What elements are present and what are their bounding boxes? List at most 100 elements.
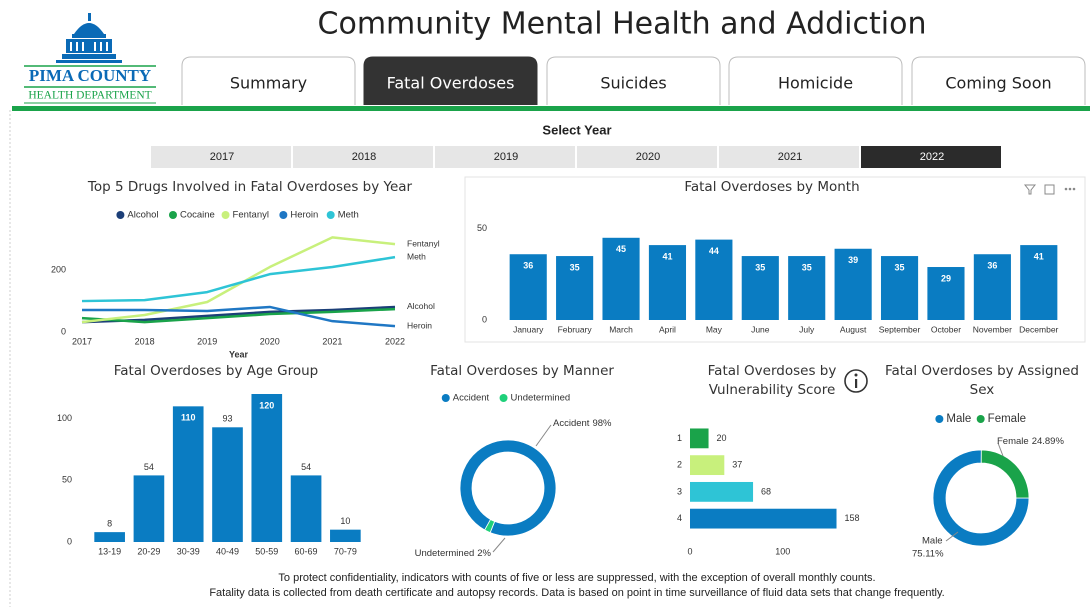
tab-shape [363, 56, 538, 105]
chart-title-box: Fatal Overdoses by Age Group [113, 363, 319, 379]
tab-shape [546, 56, 721, 105]
chart-title: Fatal Overdoses by Assigned Sex [884, 363, 1080, 398]
bar [927, 267, 965, 320]
series-line [81, 255, 396, 303]
bar [133, 475, 165, 542]
year-button-bg [719, 146, 859, 168]
bar [690, 428, 709, 449]
series-end-label: Alcohol [407, 301, 435, 311]
year-button-label: 2018 [352, 151, 376, 163]
y-tick-label: 200 [51, 265, 66, 275]
legend-marker [935, 415, 944, 423]
legend-label: Cocaine [180, 210, 215, 221]
tab[interactable]: Suicides [546, 56, 721, 105]
legend-marker [279, 211, 288, 219]
chart-title-box: Fatal Overdoses by Month [684, 179, 859, 195]
visual-icons[interactable] [1023, 184, 1076, 195]
y-tick-label: 2 [677, 460, 682, 470]
chart-title: Fatal Overdoses by Manner [430, 363, 614, 379]
chart-title-box: Fatal Overdoses by Assigned Sex [884, 363, 1080, 398]
bar [788, 256, 826, 320]
data-label: 39 [848, 255, 858, 265]
x-tick-label: 2017 [72, 336, 92, 346]
data-label: 158 [845, 513, 860, 523]
tab[interactable]: Fatal Overdoses [363, 56, 538, 105]
x-tick-label: November [973, 324, 1012, 334]
year-button-label: 2019 [494, 151, 518, 163]
chart-title: Fatal Overdoses by Vulnerability Score [707, 363, 837, 398]
x-tick-label: 2020 [260, 336, 280, 346]
page-title: Community Mental Health and Addiction [318, 7, 927, 42]
bar [973, 254, 1011, 320]
year-button-label: 2017 [210, 151, 234, 163]
bar [1020, 245, 1058, 320]
data-label: 41 [662, 251, 672, 261]
logo-dept: HEALTH DEPARTMENT [28, 90, 151, 102]
legend-marker [116, 211, 125, 219]
data-label: 54 [301, 462, 311, 472]
year-button[interactable]: 2018 [293, 146, 433, 168]
label-leader [535, 424, 552, 447]
data-label: Accident 98% [553, 418, 612, 429]
data-label-value: 24.89% [1032, 436, 1065, 447]
legend-marker [499, 394, 508, 402]
data-label-name: Female [997, 436, 1029, 447]
data-label: 36 [987, 261, 997, 271]
year-button[interactable]: 2017 [151, 146, 291, 168]
tab-label: Homicide [778, 74, 853, 93]
year-button[interactable]: 2019 [435, 146, 575, 168]
bar [172, 406, 204, 542]
x-tick-label: 100 [775, 546, 790, 556]
x-tick-label: 70-79 [334, 546, 357, 556]
tab-label: Suicides [600, 74, 666, 93]
legend-label: Female [988, 413, 1026, 425]
legend-marker [326, 211, 335, 219]
data-label: Female 24.89% [997, 436, 1064, 447]
year-button-bg [151, 146, 291, 168]
year-button[interactable]: 2021 [719, 146, 859, 168]
data-label: 75.11% [912, 549, 944, 560]
series-line [82, 305, 396, 328]
chart-title-box: Fatal Overdoses by Manner [430, 363, 614, 379]
info-icon[interactable] [844, 369, 868, 393]
x-tick-label: January [513, 324, 544, 334]
bar [834, 248, 872, 320]
x-tick-label: 50-59 [255, 546, 278, 556]
legend-label: Heroin [290, 210, 318, 221]
data-label-name: Undetermined [415, 548, 475, 559]
tab[interactable]: Coming Soon [911, 56, 1086, 105]
legend-label: Male [946, 413, 971, 425]
legend-label: Accident [453, 393, 490, 404]
bar [290, 475, 322, 542]
data-label-value: 2% [477, 548, 491, 559]
data-label: 68 [761, 486, 771, 496]
year-button[interactable]: 2020 [577, 146, 717, 168]
footer-note: Fatality data is collected from death ce… [209, 587, 944, 599]
bar [94, 532, 125, 542]
year-button-bg [861, 146, 1001, 168]
year-button-label: 2022 [920, 151, 944, 163]
tab-shape [728, 56, 903, 105]
data-label: 35 [570, 262, 580, 272]
chart-title: Fatal Overdoses by Age Group [113, 363, 319, 379]
bar [690, 455, 725, 476]
y-tick-label: 1 [677, 433, 682, 443]
series-line [81, 236, 396, 324]
x-tick-label: 2021 [322, 336, 342, 346]
series-end-label: Heroin [407, 320, 432, 330]
tab[interactable]: Homicide [728, 56, 903, 105]
tab[interactable]: Summary [181, 56, 356, 105]
data-label: 10 [340, 516, 350, 526]
x-tick-label: April [659, 324, 676, 334]
year-button-bg [577, 146, 717, 168]
data-label: 35 [755, 262, 765, 272]
legend-marker [976, 415, 985, 423]
legend-label: Fentanyl [233, 210, 269, 221]
bar [330, 529, 361, 542]
bar [695, 239, 733, 320]
data-label: 54 [144, 462, 154, 472]
donut-slice [484, 518, 496, 534]
tab-label: Summary [230, 74, 307, 93]
year-button[interactable]: 2022 [861, 146, 1001, 168]
